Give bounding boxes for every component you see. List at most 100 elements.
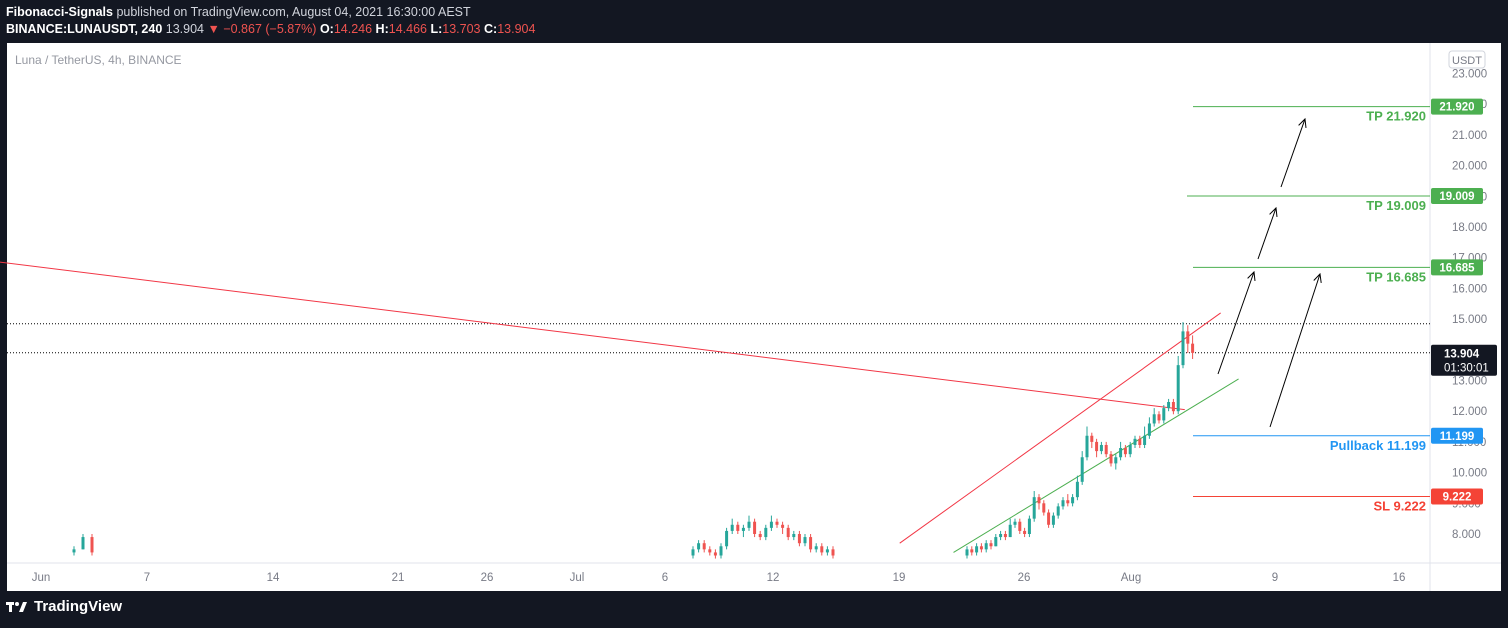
candle-body: [1090, 435, 1094, 442]
tp2-price-badge[interactable]: [1431, 188, 1483, 205]
candle-body: [1157, 414, 1161, 421]
high-label: H:: [375, 22, 389, 36]
tp3-price-badge-text: 21.920: [1439, 102, 1474, 114]
candle-body: [1018, 521, 1022, 531]
projection-arrow-head[interactable]: [1313, 272, 1322, 283]
candle-body: [975, 546, 979, 553]
open-value: 14.246: [333, 22, 373, 36]
candle-body: [825, 549, 829, 553]
bar-countdown: 01:30:01: [1444, 363, 1489, 375]
tp2-level-label: TP 19.009: [1366, 198, 1426, 213]
footer-brand[interactable]: TradingView: [34, 598, 123, 615]
candle-body: [1191, 343, 1195, 353]
candle-body: [1061, 500, 1065, 507]
candle-body: [803, 537, 807, 544]
candle-body: [1085, 435, 1089, 458]
candle-body: [1099, 444, 1103, 452]
candles: [72, 322, 1195, 559]
projection-arrow-shaft[interactable]: [1217, 271, 1255, 375]
candle-body: [702, 543, 706, 550]
low-label: L:: [430, 22, 443, 36]
candle-body: [1032, 497, 1036, 519]
candle-body: [1167, 401, 1171, 409]
candle-body: [1003, 534, 1007, 538]
candle-body: [758, 534, 762, 538]
y-tick-label: 23.000: [1452, 69, 1487, 81]
trendlines[interactable]: [0, 252, 1239, 553]
close-label: C:: [484, 22, 498, 36]
y-tick-label: 12.000: [1452, 406, 1487, 418]
tp3-price-badge[interactable]: [1431, 98, 1483, 115]
candle-body: [1128, 444, 1132, 455]
y-tick-label: 13.000: [1452, 376, 1487, 388]
candle-body: [1138, 438, 1142, 445]
tp2-price-badge-text: 19.009: [1439, 191, 1474, 203]
candle-body: [708, 549, 712, 553]
candle-body: [1162, 408, 1166, 421]
projection-arrow-head[interactable]: [1247, 270, 1256, 282]
candle-body: [741, 527, 745, 531]
x-tick-label: 6: [662, 572, 668, 584]
tp1-price-badge-text: 16.685: [1439, 262, 1475, 274]
x-tick-label: 16: [1393, 572, 1406, 584]
candle-body: [781, 524, 785, 528]
y-tick-label: 21.000: [1452, 130, 1487, 142]
last-price-marker: 13.904 01:30:01: [1431, 344, 1497, 376]
candle-body: [786, 527, 790, 538]
y-tick-label: 10.000: [1452, 468, 1487, 480]
candle-body: [792, 534, 796, 538]
candle-body: [691, 549, 695, 556]
x-tick-label: Aug: [1121, 572, 1141, 584]
projection-arrow-shaft[interactable]: [1280, 118, 1306, 188]
close-value: 13.904: [497, 22, 536, 36]
candle-body: [1008, 524, 1012, 538]
candle-body: [970, 549, 974, 553]
candle-body: [831, 549, 835, 556]
candle-body: [989, 543, 993, 547]
projection-arrow-shaft[interactable]: [1257, 207, 1277, 260]
last-price-badge: [1431, 344, 1497, 376]
candle-body: [1181, 331, 1185, 366]
chart-background: [7, 43, 1501, 591]
candle-body: [979, 546, 983, 550]
candle-body: [90, 537, 94, 553]
x-tick-label: 9: [1272, 572, 1278, 584]
candle-body: [1147, 423, 1151, 436]
candle-body: [1123, 448, 1127, 455]
x-axis[interactable]: Jun 7 14 21 26 Jul 6 12 19 26 Aug 9 16: [32, 572, 1406, 584]
pullback-price-badge[interactable]: [1431, 427, 1483, 444]
chart-title: Luna / TetherUS, 4h, BINANCE: [15, 53, 182, 67]
channel-upper-red[interactable]: [899, 312, 1221, 544]
y-tick-label: 16.000: [1452, 283, 1487, 295]
candle-body: [1109, 454, 1113, 464]
candle-body: [730, 524, 734, 531]
currency-badge[interactable]: USDT: [1452, 55, 1482, 67]
tp1-level-label: TP 16.685: [1366, 269, 1426, 284]
signal-levels[interactable]: TP 21.920 21.920 TP 19.009 19.009 TP 16.685 1…: [1187, 98, 1483, 514]
descending-red-trendline[interactable]: [0, 252, 1185, 411]
channel-lower-green[interactable]: [953, 378, 1239, 553]
chart-frame[interactable]: Luna / TetherUS, 4h, BINANCE USDT 8.000 9…: [0, 43, 1508, 591]
candle-body: [1176, 365, 1180, 412]
projection-arrow-shaft[interactable]: [1269, 273, 1321, 428]
candle-body: [1119, 448, 1123, 458]
author-name[interactable]: Fibonacci-Signals: [6, 5, 113, 19]
candle-body: [820, 546, 824, 553]
projection-arrow-head[interactable]: [1269, 206, 1278, 218]
x-tick-label: 21: [392, 572, 405, 584]
open-label: O:: [319, 22, 334, 36]
candle-body: [764, 527, 768, 538]
candle-body: [1013, 521, 1017, 525]
chart-svg[interactable]: Luna / TetherUS, 4h, BINANCE USDT 8.000 9…: [0, 43, 1508, 591]
tp1-price-badge[interactable]: [1431, 259, 1483, 276]
projection-arrow-head[interactable]: [1298, 117, 1307, 129]
projection-arrows[interactable]: [1217, 117, 1322, 428]
sl-price-badge[interactable]: [1431, 488, 1483, 505]
candle-body: [1056, 506, 1060, 516]
x-tick-label: 14: [267, 572, 280, 584]
x-tick-label: 26: [481, 572, 494, 584]
candle-body: [1023, 530, 1027, 534]
candle-body: [747, 521, 751, 528]
tradingview-logo-icon[interactable]: [6, 600, 28, 614]
currency-badge-box[interactable]: [1448, 50, 1486, 69]
